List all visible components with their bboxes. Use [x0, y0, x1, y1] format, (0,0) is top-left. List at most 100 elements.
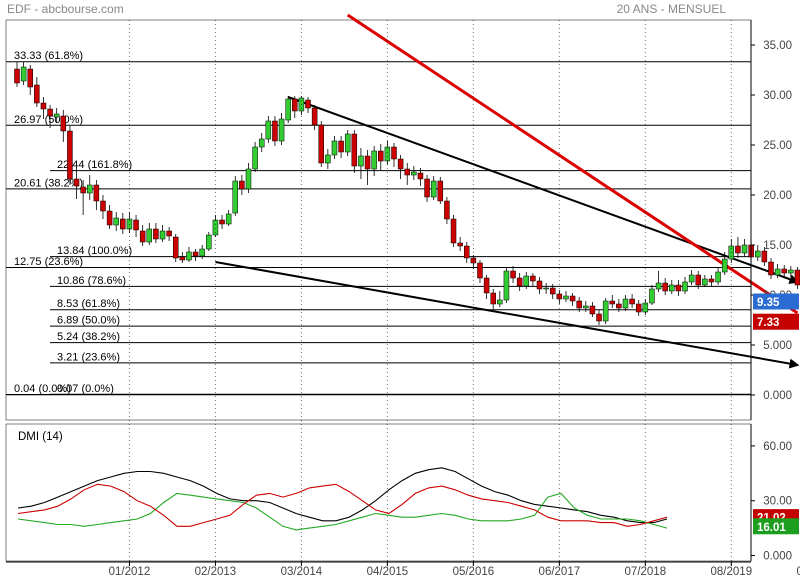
candle-down — [596, 313, 602, 322]
candle-up — [278, 118, 285, 142]
candle-down — [483, 277, 490, 294]
dmi-series-line — [17, 492, 668, 531]
candle-up — [721, 258, 728, 273]
candle-up — [358, 155, 364, 167]
candle-down — [40, 102, 47, 110]
candle-down — [404, 168, 410, 176]
candle-down — [708, 278, 715, 283]
price-axis-label: 30.00 — [763, 90, 792, 102]
candle-up — [113, 217, 119, 226]
candle-down — [417, 172, 424, 180]
candle-up — [583, 305, 589, 309]
candle-up — [20, 66, 27, 82]
candle-down — [516, 277, 523, 287]
candle-down — [490, 292, 496, 305]
candle-down — [272, 120, 278, 142]
candle-down — [662, 282, 668, 292]
candle-down — [67, 130, 73, 180]
candle-down — [530, 275, 536, 282]
candle-down — [768, 261, 774, 276]
price-badge — [753, 293, 799, 310]
fibonacci-level-label: 0.07 (0.0%) — [57, 383, 114, 395]
fibonacci-level-label: 6.89 (50.0%) — [57, 315, 120, 327]
candle-up — [344, 133, 351, 153]
candle-down — [239, 180, 245, 190]
candle-down — [219, 219, 225, 225]
candle-up — [371, 150, 377, 170]
fibonacci-level-label: 0.04 (0.0%) — [14, 383, 71, 395]
candle-up — [715, 271, 721, 283]
fibonacci-level-label: 12.75 (23.6%) — [14, 256, 83, 268]
candle-down — [629, 298, 635, 305]
candle-down — [549, 287, 556, 295]
header-period-label: 20 ANS - MENSUEL — [617, 2, 727, 16]
candle-down — [477, 262, 483, 279]
fibonacci-level-label: 33.33 (61.8%) — [14, 50, 83, 62]
candle-down — [781, 268, 787, 274]
candle-down — [179, 256, 186, 261]
candle-up — [741, 244, 748, 254]
candle-up — [245, 168, 252, 190]
candle-up — [497, 299, 503, 305]
candle-down — [172, 236, 179, 259]
candle-down — [569, 295, 576, 302]
candle-down — [444, 200, 450, 220]
trendline-black — [287, 96, 800, 284]
candle-up — [649, 288, 655, 304]
header-source-label: EDF - abcbourse.com — [7, 2, 124, 16]
candle-up — [563, 295, 569, 300]
dmi-series-line — [17, 483, 668, 527]
candle-down — [589, 305, 596, 315]
time-axis-label: 04/2015 — [367, 566, 409, 578]
candle-down — [351, 133, 358, 167]
time-axis-label: 06/2017 — [539, 566, 581, 578]
time-axis-label: 09/2020 — [797, 566, 800, 578]
dmi-axis-label: 60.00 — [763, 441, 792, 453]
candle-down — [675, 284, 682, 292]
candle-down — [73, 178, 80, 187]
candle-down — [457, 242, 463, 247]
candle-up — [669, 284, 675, 292]
dmi-panel-title: DMI (14) — [18, 431, 63, 443]
candle-up — [543, 287, 549, 290]
candle-down — [378, 150, 384, 162]
candle-up — [430, 180, 437, 198]
candle-down — [133, 219, 139, 231]
candle-up — [159, 230, 166, 240]
candle-down — [34, 84, 40, 104]
price-axis-label: 5.000 — [763, 340, 792, 352]
time-axis-label: 02/2013 — [195, 566, 237, 578]
price-axis-label: 0.000 — [763, 390, 792, 402]
dmi-axis-label: 0.000 — [763, 551, 792, 563]
price-badge-label: 9.35 — [757, 297, 780, 309]
candle-up — [325, 154, 331, 164]
dmi-panel-frame — [5, 423, 752, 562]
fibonacci-levels: 33.33 (61.8%)26.97 (50.0%)22.44 (161.8%)… — [6, 50, 751, 396]
candle-up — [774, 268, 781, 276]
candle-down — [106, 210, 113, 226]
candle-up — [199, 248, 205, 257]
candle-down — [450, 218, 457, 244]
candle-up — [232, 180, 239, 214]
candle-down — [510, 270, 516, 279]
fibonacci-level-label: 3.21 (23.6%) — [57, 351, 120, 363]
candle-up — [523, 275, 530, 287]
candle-up — [411, 171, 417, 176]
candle-down — [536, 280, 543, 290]
fibonacci-level-label: 8.53 (61.8%) — [57, 298, 120, 310]
dmi-series-line — [17, 467, 668, 524]
candle-up — [186, 251, 192, 261]
candle-up — [655, 282, 662, 290]
candle-down — [120, 218, 126, 230]
candle-up — [688, 274, 695, 283]
price-axis-label: 15.00 — [763, 240, 792, 252]
candle-up — [788, 269, 794, 274]
dmi-axis: 60.00 30.00 0.000 — [751, 441, 792, 563]
dmi-lines — [17, 467, 668, 531]
fibonacci-level-label: 10.86 (78.6%) — [57, 275, 126, 287]
candle-down — [695, 274, 701, 286]
time-axis-label: 03/2014 — [281, 566, 323, 578]
candle-down — [292, 98, 298, 112]
dmi-panel: DMI (14) — [5, 423, 752, 562]
